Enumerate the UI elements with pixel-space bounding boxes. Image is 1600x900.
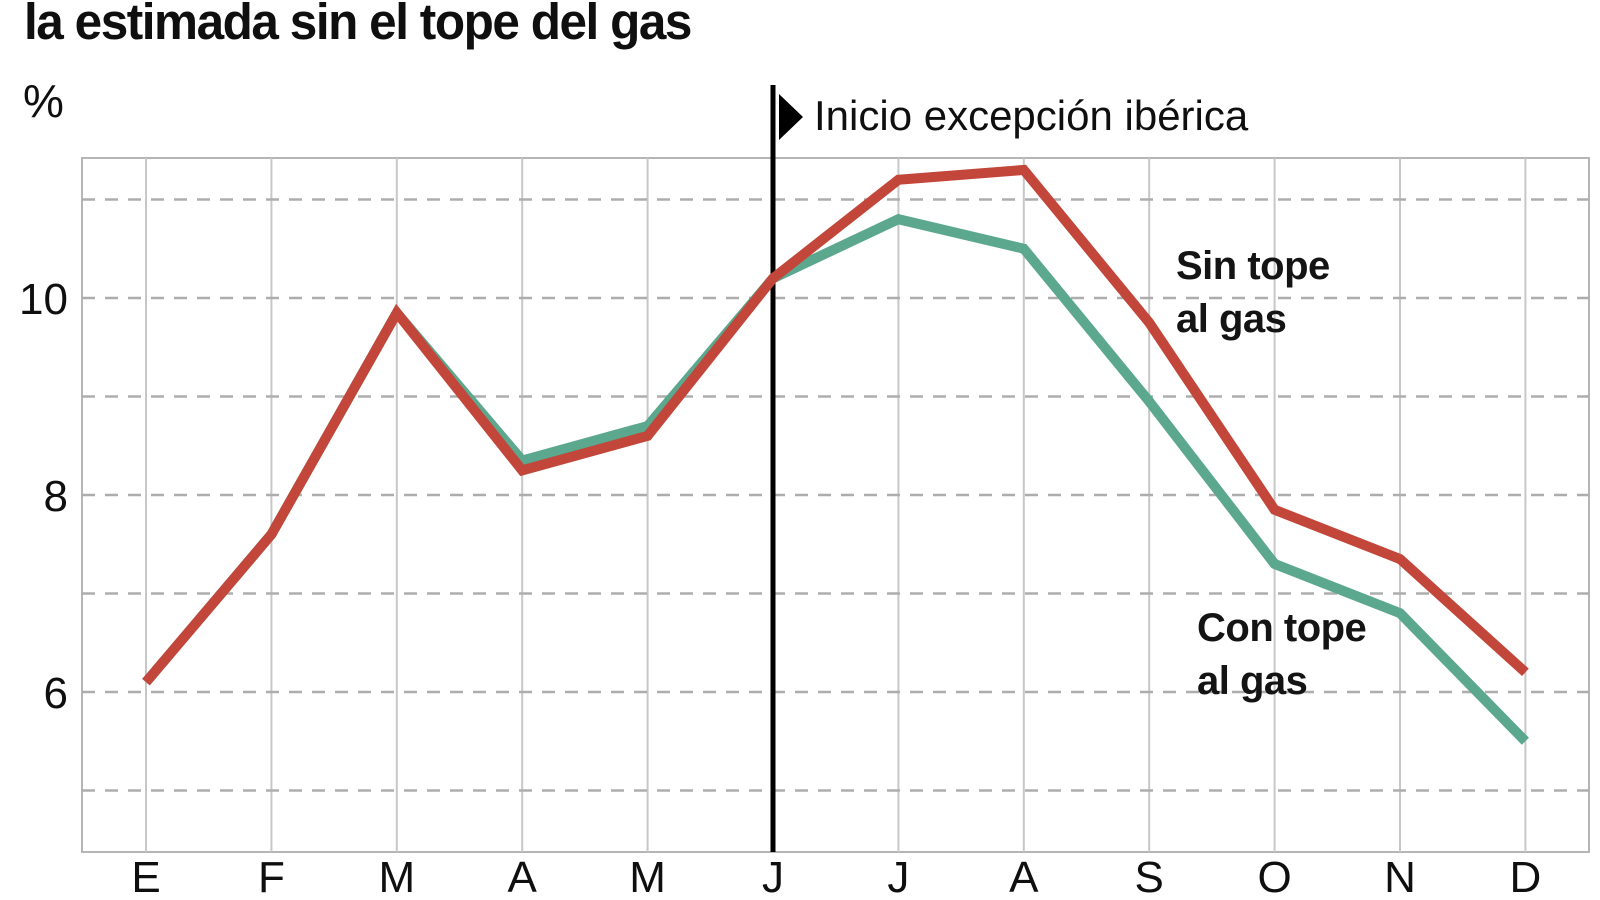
x-tick-label: N <box>1384 853 1416 900</box>
right-triangle-icon <box>779 94 803 140</box>
chart-title: la estimada sin el tope del gas <box>24 0 692 50</box>
y-axis-unit-label: % <box>23 75 64 127</box>
x-tick-label: D <box>1510 853 1542 900</box>
series-label-con-tope: Con tope al gas <box>1197 602 1367 708</box>
series-label-con-tope-line1: Con tope <box>1197 606 1367 650</box>
x-tick-label: M <box>629 853 666 900</box>
x-tick-label: A <box>508 853 538 900</box>
x-tick-label: F <box>258 853 285 900</box>
series-label-con-tope-line2: al gas <box>1197 659 1308 703</box>
x-tick-label: M <box>378 853 415 900</box>
x-tick-label: J <box>762 853 784 900</box>
x-tick-label: O <box>1257 853 1291 900</box>
series-label-sin-tope-line2: al gas <box>1176 297 1287 341</box>
x-tick-label: S <box>1135 853 1164 900</box>
series-label-sin-tope-line1: Sin tope <box>1176 244 1330 288</box>
y-tick-label: 8 <box>44 472 68 521</box>
series-label-sin-tope: Sin tope al gas <box>1176 240 1330 346</box>
series-line-sin-tope <box>142 164 1529 686</box>
event-annotation-label: Inicio excepción ibérica <box>814 92 1249 139</box>
x-tick-label: J <box>887 853 909 900</box>
x-tick-label: A <box>1009 853 1039 900</box>
y-tick-label: 6 <box>44 669 68 718</box>
y-tick-label: 10 <box>19 275 68 324</box>
plot-frame <box>81 157 1590 853</box>
x-tick-label: E <box>131 853 160 900</box>
